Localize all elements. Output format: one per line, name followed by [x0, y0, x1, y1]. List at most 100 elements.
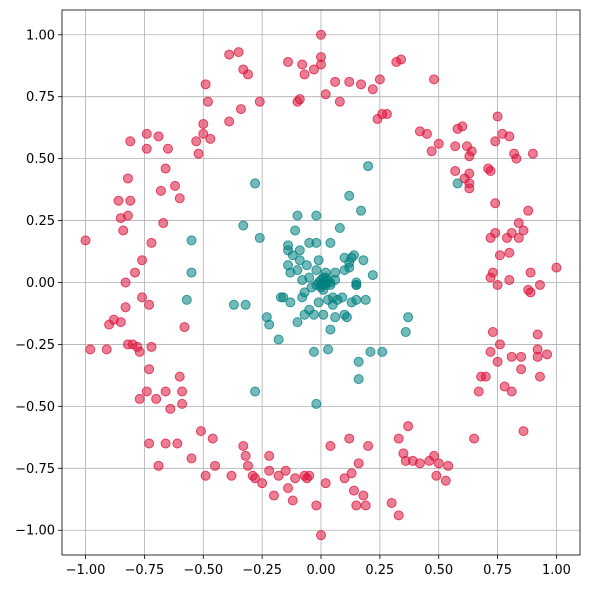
y-tick-label: 1.00	[26, 28, 55, 43]
data-point	[313, 255, 324, 266]
data-point	[287, 495, 298, 506]
data-point	[433, 138, 444, 149]
data-point	[280, 465, 291, 476]
data-point	[181, 294, 192, 305]
data-point	[202, 96, 213, 107]
data-point	[464, 168, 475, 179]
data-point	[144, 299, 155, 310]
data-point	[337, 292, 348, 303]
data-point	[393, 510, 404, 521]
data-point	[485, 346, 496, 357]
data-point	[341, 312, 352, 323]
data-point	[353, 374, 364, 385]
data-point	[334, 96, 345, 107]
data-point	[193, 148, 204, 159]
x-tick-label: 0.25	[365, 563, 394, 578]
data-point	[141, 128, 152, 139]
data-point	[316, 530, 326, 541]
data-point	[301, 260, 312, 271]
data-point	[316, 52, 326, 63]
y-tick-label: 0.00	[26, 276, 55, 291]
data-point	[137, 292, 148, 303]
data-point	[504, 275, 515, 286]
data-point	[542, 349, 553, 360]
data-point	[516, 351, 527, 362]
data-point	[480, 371, 491, 382]
data-point	[374, 74, 385, 85]
series-1	[181, 161, 463, 409]
data-point	[506, 227, 517, 238]
data-point	[144, 438, 155, 449]
data-point	[386, 497, 397, 508]
data-point	[115, 317, 126, 328]
data-point	[348, 250, 359, 261]
data-point	[344, 76, 355, 87]
data-point	[155, 185, 166, 196]
data-point	[356, 79, 367, 90]
data-point	[363, 441, 374, 451]
data-point	[243, 69, 254, 80]
data-point	[118, 225, 129, 236]
data-point	[254, 232, 265, 243]
data-point	[506, 386, 517, 397]
data-point	[268, 490, 279, 501]
data-point	[360, 294, 371, 305]
data-point	[122, 210, 133, 221]
data-point	[450, 141, 461, 152]
data-point	[273, 470, 284, 481]
data-point	[353, 356, 364, 367]
data-point	[492, 356, 503, 367]
data-point	[381, 109, 392, 120]
data-point	[177, 386, 188, 397]
data-point	[534, 279, 545, 290]
data-point	[516, 364, 527, 375]
data-point	[240, 299, 251, 310]
data-point	[162, 143, 173, 154]
data-point	[304, 272, 315, 283]
data-point	[224, 116, 235, 127]
data-point	[492, 279, 503, 290]
data-point	[311, 210, 322, 221]
scatter-points	[80, 29, 562, 541]
data-point	[443, 460, 454, 471]
data-point	[365, 346, 376, 357]
data-point	[283, 483, 294, 494]
data-point	[433, 458, 444, 469]
data-point	[487, 327, 498, 338]
data-point	[360, 500, 371, 511]
data-point	[210, 460, 221, 471]
data-point	[264, 319, 275, 330]
data-point	[101, 344, 112, 355]
data-point	[292, 210, 303, 221]
data-point	[144, 364, 155, 375]
data-point	[238, 220, 249, 231]
data-point	[330, 312, 341, 323]
x-tick-label: 0.50	[424, 563, 453, 578]
data-point	[125, 195, 136, 206]
data-point	[353, 458, 364, 469]
data-point	[254, 96, 265, 107]
data-point	[506, 351, 517, 362]
data-point	[311, 237, 322, 248]
data-point	[294, 255, 305, 266]
data-point	[297, 59, 308, 70]
data-point	[292, 317, 303, 328]
data-point	[367, 84, 378, 95]
data-point	[170, 180, 181, 191]
x-tick-label: −0.75	[124, 563, 164, 578]
data-point	[158, 218, 169, 229]
data-point	[186, 267, 197, 278]
data-point	[287, 250, 298, 261]
data-point	[344, 190, 355, 201]
data-point	[308, 64, 319, 75]
data-point	[273, 334, 284, 345]
data-point	[440, 475, 451, 486]
data-point	[513, 218, 524, 229]
data-point	[299, 287, 310, 298]
data-point	[250, 386, 261, 397]
data-point	[393, 433, 404, 444]
data-point	[316, 29, 326, 40]
data-point	[487, 267, 498, 278]
data-point	[174, 193, 185, 204]
data-point	[141, 386, 152, 397]
